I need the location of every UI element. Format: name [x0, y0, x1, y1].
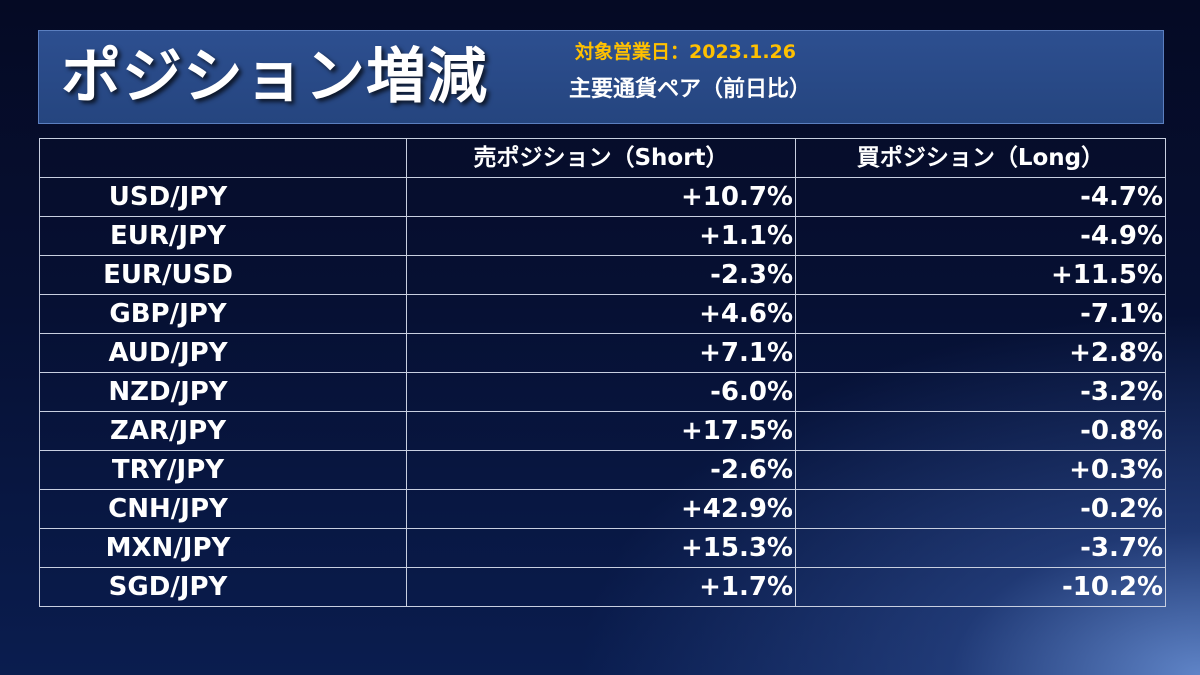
- page-title: ポジション増減: [61, 42, 488, 112]
- column-header-short: 売ポジション（Short）: [406, 138, 796, 178]
- table-row: CNH/JPY +42.9% -0.2%: [39, 489, 1166, 529]
- short-change: +1.7%: [406, 567, 796, 607]
- currency-pair: GBP/JPY: [39, 294, 407, 334]
- header-banner: ポジション増減 対象営業日：2023.1.26 主要通貨ペア（前日比）: [38, 30, 1164, 124]
- short-change: +17.5%: [406, 411, 796, 451]
- currency-pair: EUR/USD: [39, 255, 407, 295]
- currency-pair: CNH/JPY: [39, 489, 407, 529]
- table-header-row: 売ポジション（Short） 買ポジション（Long）: [39, 138, 1166, 178]
- long-change: -4.9%: [795, 216, 1166, 256]
- long-change: +0.3%: [795, 450, 1166, 490]
- currency-pair: MXN/JPY: [39, 528, 407, 568]
- short-change: +15.3%: [406, 528, 796, 568]
- short-change: +42.9%: [406, 489, 796, 529]
- long-change: +2.8%: [795, 333, 1166, 373]
- long-change: -10.2%: [795, 567, 1166, 607]
- table-row: AUD/JPY +7.1% +2.8%: [39, 333, 1166, 373]
- short-change: +7.1%: [406, 333, 796, 373]
- table-row: GBP/JPY +4.6% -7.1%: [39, 294, 1166, 334]
- table-row: EUR/JPY +1.1% -4.9%: [39, 216, 1166, 256]
- long-change: -7.1%: [795, 294, 1166, 334]
- column-header-long: 買ポジション（Long）: [795, 138, 1166, 178]
- currency-pair: SGD/JPY: [39, 567, 407, 607]
- long-change: -0.8%: [795, 411, 1166, 451]
- currency-pair: EUR/JPY: [39, 216, 407, 256]
- table-row: NZD/JPY -6.0% -3.2%: [39, 372, 1166, 412]
- long-change: -0.2%: [795, 489, 1166, 529]
- table-row: USD/JPY +10.7% -4.7%: [39, 177, 1166, 217]
- short-change: +4.6%: [406, 294, 796, 334]
- short-change: +1.1%: [406, 216, 796, 256]
- short-change: +10.7%: [406, 177, 796, 217]
- table-row: MXN/JPY +15.3% -3.7%: [39, 528, 1166, 568]
- target-date: 対象営業日：2023.1.26: [575, 41, 796, 63]
- table-row: ZAR/JPY +17.5% -0.8%: [39, 411, 1166, 451]
- long-change: -4.7%: [795, 177, 1166, 217]
- page-subtitle: 主要通貨ペア（前日比）: [569, 77, 812, 102]
- long-change: +11.5%: [795, 255, 1166, 295]
- position-table: 売ポジション（Short） 買ポジション（Long） USD/JPY +10.7…: [39, 138, 1166, 607]
- long-change: -3.2%: [795, 372, 1166, 412]
- short-change: -6.0%: [406, 372, 796, 412]
- currency-pair: NZD/JPY: [39, 372, 407, 412]
- currency-pair: ZAR/JPY: [39, 411, 407, 451]
- currency-pair: USD/JPY: [39, 177, 407, 217]
- short-change: -2.3%: [406, 255, 796, 295]
- currency-pair: TRY/JPY: [39, 450, 407, 490]
- table-row: EUR/USD -2.3% +11.5%: [39, 255, 1166, 295]
- table-row: TRY/JPY -2.6% +0.3%: [39, 450, 1166, 490]
- short-change: -2.6%: [406, 450, 796, 490]
- currency-pair: AUD/JPY: [39, 333, 407, 373]
- table-row: SGD/JPY +1.7% -10.2%: [39, 567, 1166, 607]
- long-change: -3.7%: [795, 528, 1166, 568]
- column-header-pair: [39, 138, 407, 178]
